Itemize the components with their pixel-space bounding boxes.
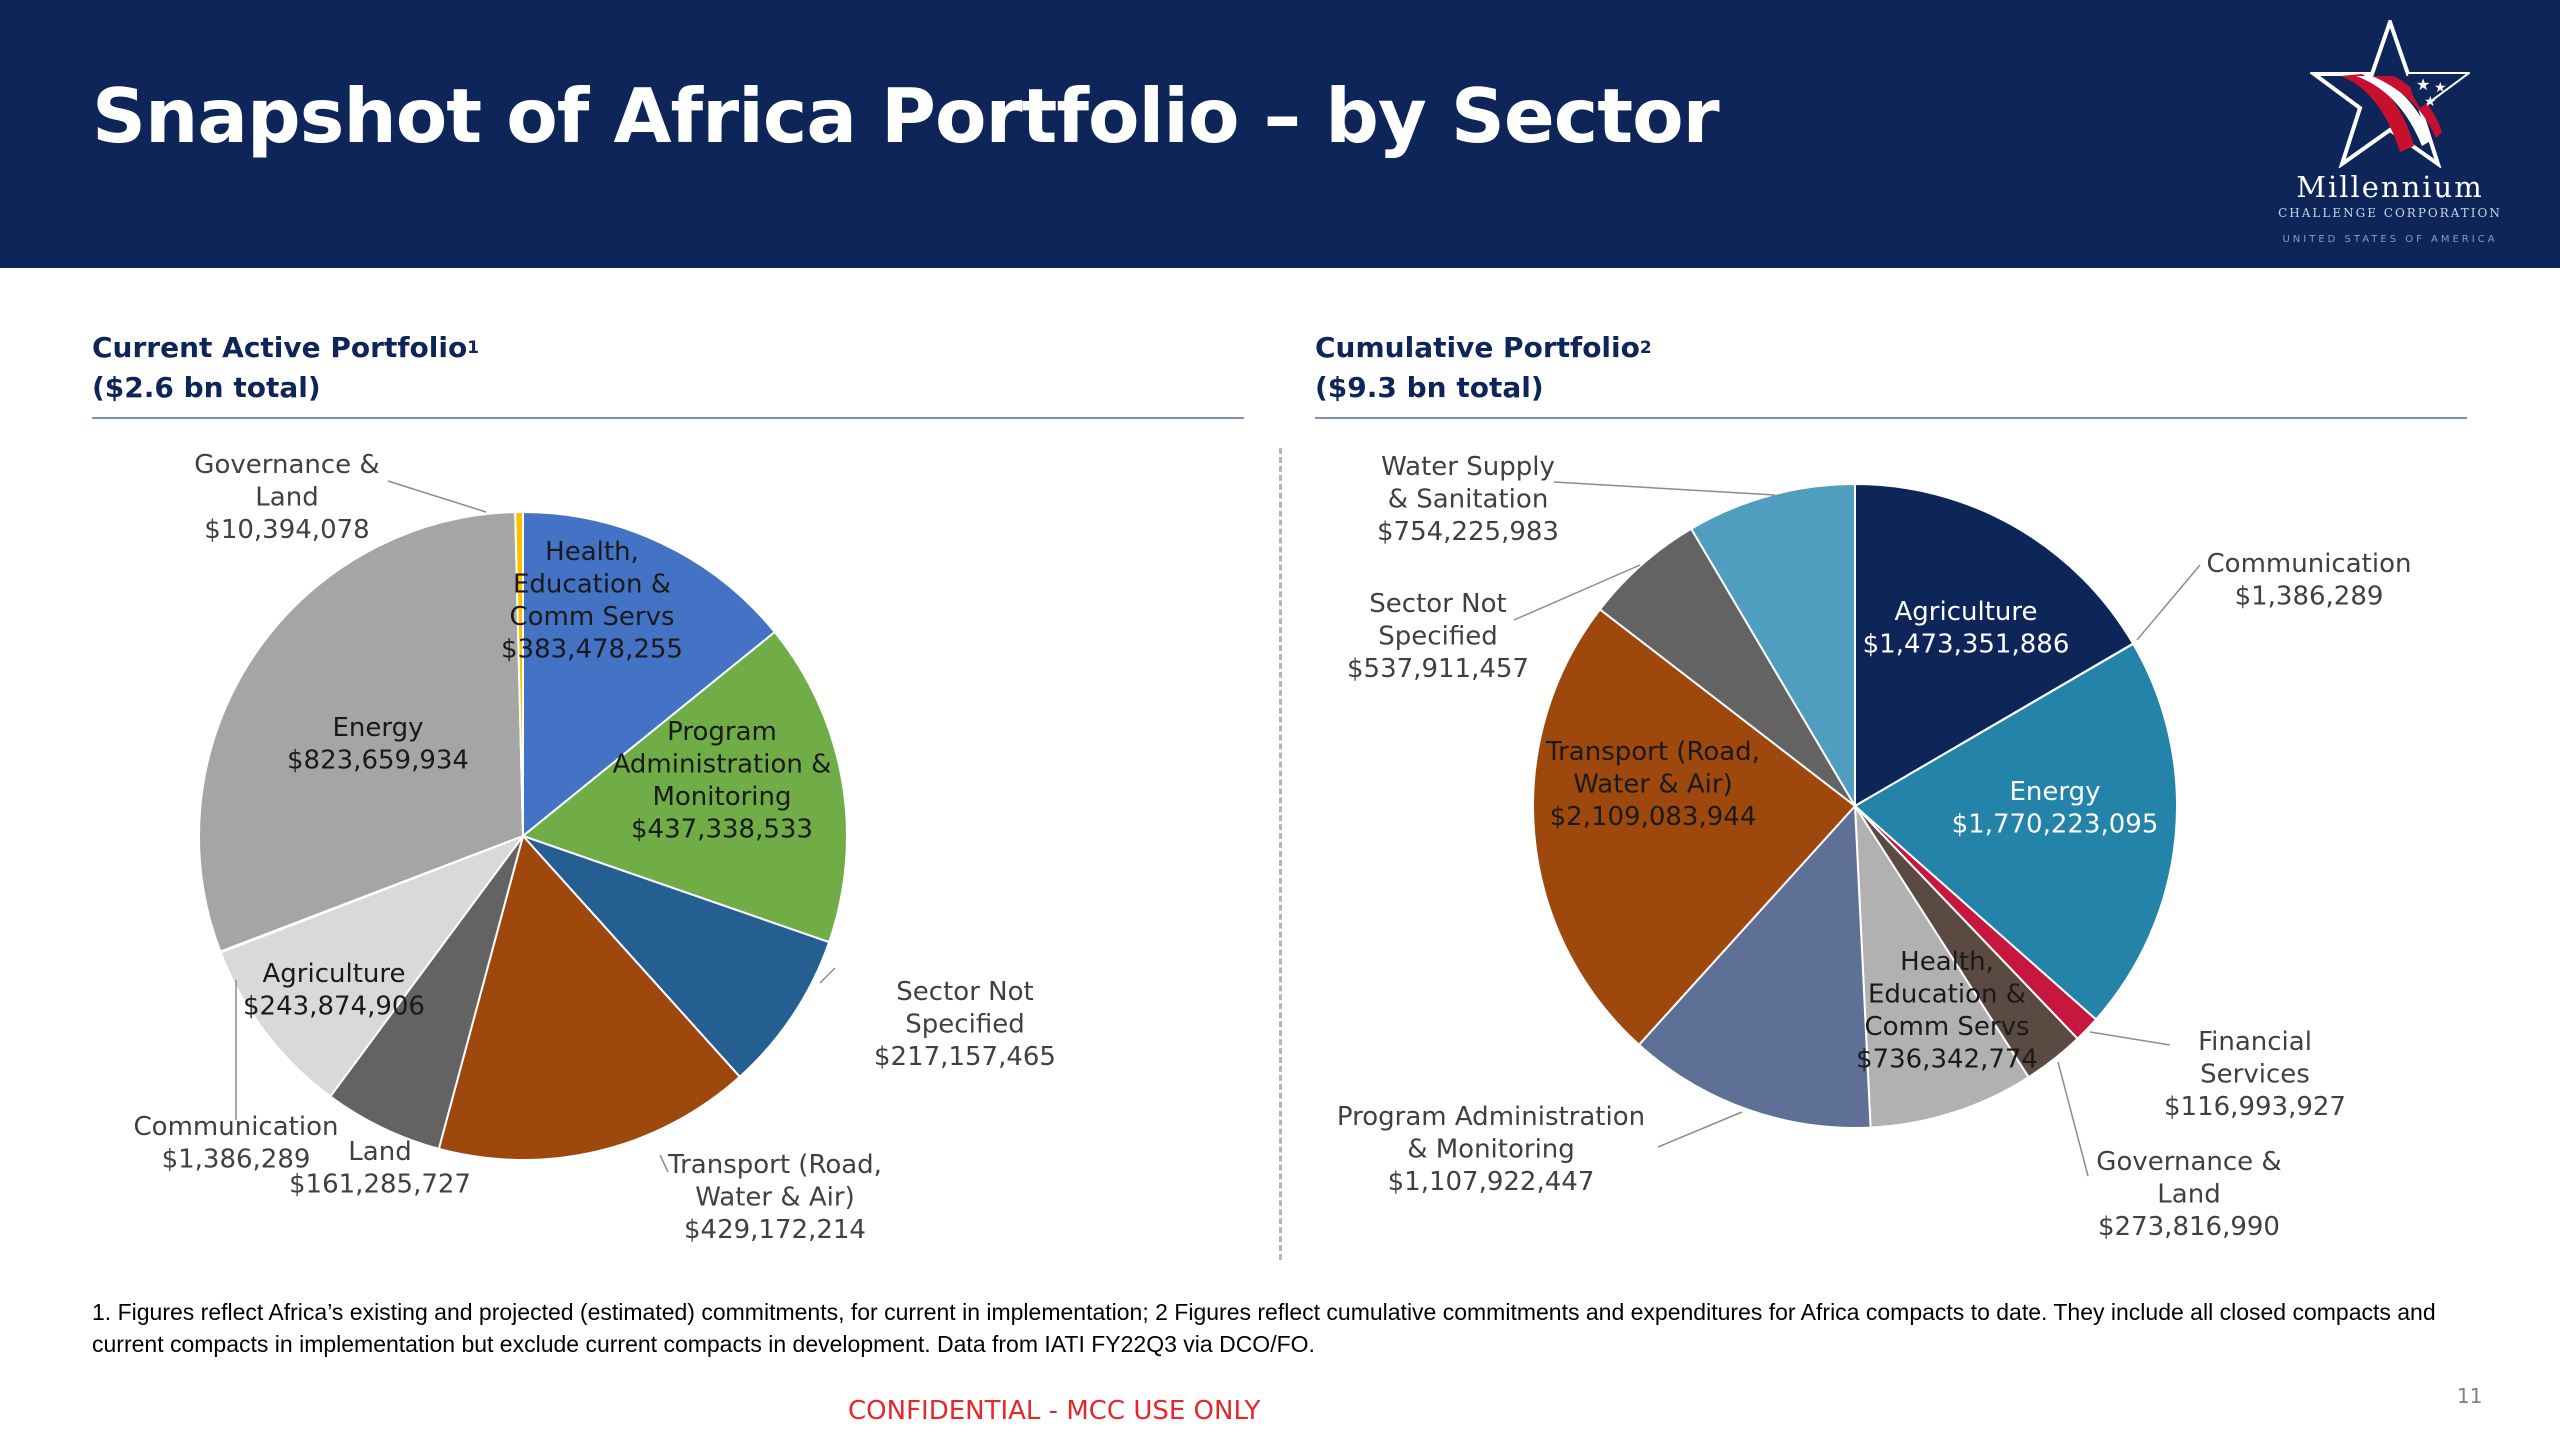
slice-label: Sector Not Specified $217,157,465 xyxy=(874,977,1056,1072)
pie-slice xyxy=(520,630,848,944)
slice-label: Governance & Land $10,394,078 xyxy=(194,450,379,545)
pie-chart-2: Agriculture $1,473,351,886 Communication $1… xyxy=(1337,452,2412,1242)
slice-label: Program Administration & Monitoring $437,33… xyxy=(613,717,832,845)
slice-label: Sector Not Specified $537,911,457 xyxy=(1347,589,1529,684)
pie-slice xyxy=(437,833,742,1161)
pie-slice xyxy=(219,833,526,1098)
header-banner: Snapshot of Africa Portfolio – by Sector… xyxy=(0,0,2560,268)
slice-label: Communication $1,386,289 xyxy=(2207,549,2412,612)
right-panel-title-line2: ($9.3 bn total) xyxy=(1315,371,1544,404)
pie-slice xyxy=(522,835,831,1079)
leader-line xyxy=(2136,564,2201,641)
right-panel-title: Cumulative Portfolio2 ($9.3 bn total) xyxy=(1315,328,1652,408)
slice-label: Financial Services $116,993,927 xyxy=(2164,1027,2346,1122)
pie-slice xyxy=(1532,608,1857,1047)
slice-label: Transport (Road, Water & Air) $429,172,214 xyxy=(667,1150,882,1245)
left-panel-title-line1: Current Active Portfolio xyxy=(92,331,468,364)
svg-text:★: ★ xyxy=(2424,94,2437,110)
slice-label: Health, Education & Comm Servs $736,342,774 xyxy=(1856,947,2038,1075)
pie-chart-1: Health, Education & Comm Servs $383,478,255… xyxy=(134,450,1056,1245)
pie-slice xyxy=(514,510,524,837)
left-panel-title: Current Active Portfolio1 ($2.6 bn total… xyxy=(92,328,479,408)
pie-slice xyxy=(522,510,777,839)
slice-label: Program Administration & Monitoring $1,107… xyxy=(1337,1102,1645,1197)
slice-label: Land $161,285,727 xyxy=(289,1137,471,1200)
pie-slice xyxy=(1598,527,1856,807)
panel-divider xyxy=(1279,448,1282,1260)
slice-label: Agriculture $1,473,351,886 xyxy=(1863,597,2070,660)
slice-label: Health, Education & Comm Servs $383,478,255 xyxy=(501,537,683,665)
logo-subtitle: CHALLENGE CORPORATION xyxy=(2278,206,2502,220)
mcc-logo: ★ ★ ★ Millennium CHALLENGE CORPORATION U… xyxy=(2240,20,2540,260)
page-number: 11 xyxy=(2457,1384,2483,1408)
slice-label: Transport (Road, Water & Air) $2,109,083,9… xyxy=(1545,737,1760,832)
slice-label: Governance & Land $273,816,990 xyxy=(2096,1147,2281,1242)
pie-slice xyxy=(1637,803,1872,1129)
left-panel-title-line2: ($2.6 bn total) xyxy=(92,371,321,404)
slice-label: Energy $823,659,934 xyxy=(287,713,469,776)
leader-line xyxy=(2057,1061,2089,1177)
slice-label: Communication $1,386,289 xyxy=(134,1112,339,1175)
right-panel-rule xyxy=(1315,417,2467,419)
slice-label: Water Supply & Sanitation $754,225,983 xyxy=(1377,452,1559,547)
pie-slice xyxy=(328,835,524,1151)
leader-line xyxy=(387,480,487,513)
page-title: Snapshot of Africa Portfolio – by Sector xyxy=(92,72,1720,160)
leader-line xyxy=(1513,564,1641,621)
logo-wordmark: Millennium xyxy=(2296,170,2484,204)
left-panel-rule xyxy=(92,417,1244,419)
leader-line xyxy=(2089,1031,2171,1046)
leader-line xyxy=(1657,1111,1743,1148)
leader-line xyxy=(659,1154,669,1173)
logo-country: UNITED STATES OF AMERICA xyxy=(2282,234,2498,245)
pie-slice xyxy=(198,511,525,953)
pie-slice xyxy=(1854,482,2135,808)
leader-line xyxy=(1553,481,1776,496)
right-panel-title-line1: Cumulative Portfolio xyxy=(1315,331,1640,364)
leader-line xyxy=(819,967,836,984)
confidential-notice: CONFIDENTIAL - MCC USE ONLY xyxy=(848,1396,1261,1426)
pie-slice xyxy=(1853,802,2030,1129)
left-panel-footnote-marker: 1 xyxy=(467,338,480,358)
slice-label: Energy $1,770,223,095 xyxy=(1952,777,2159,840)
slice-label: Agriculture $243,874,906 xyxy=(243,959,425,1022)
svg-text:★: ★ xyxy=(2434,80,2447,96)
svg-text:★: ★ xyxy=(2416,75,2430,94)
right-panel-footnote-marker: 2 xyxy=(1639,338,1652,358)
footnote: 1. Figures reflect Africa’s existing and… xyxy=(92,1299,2436,1357)
star-logo-icon: ★ ★ ★ xyxy=(2310,20,2470,168)
pie-slice xyxy=(1853,642,2178,1021)
